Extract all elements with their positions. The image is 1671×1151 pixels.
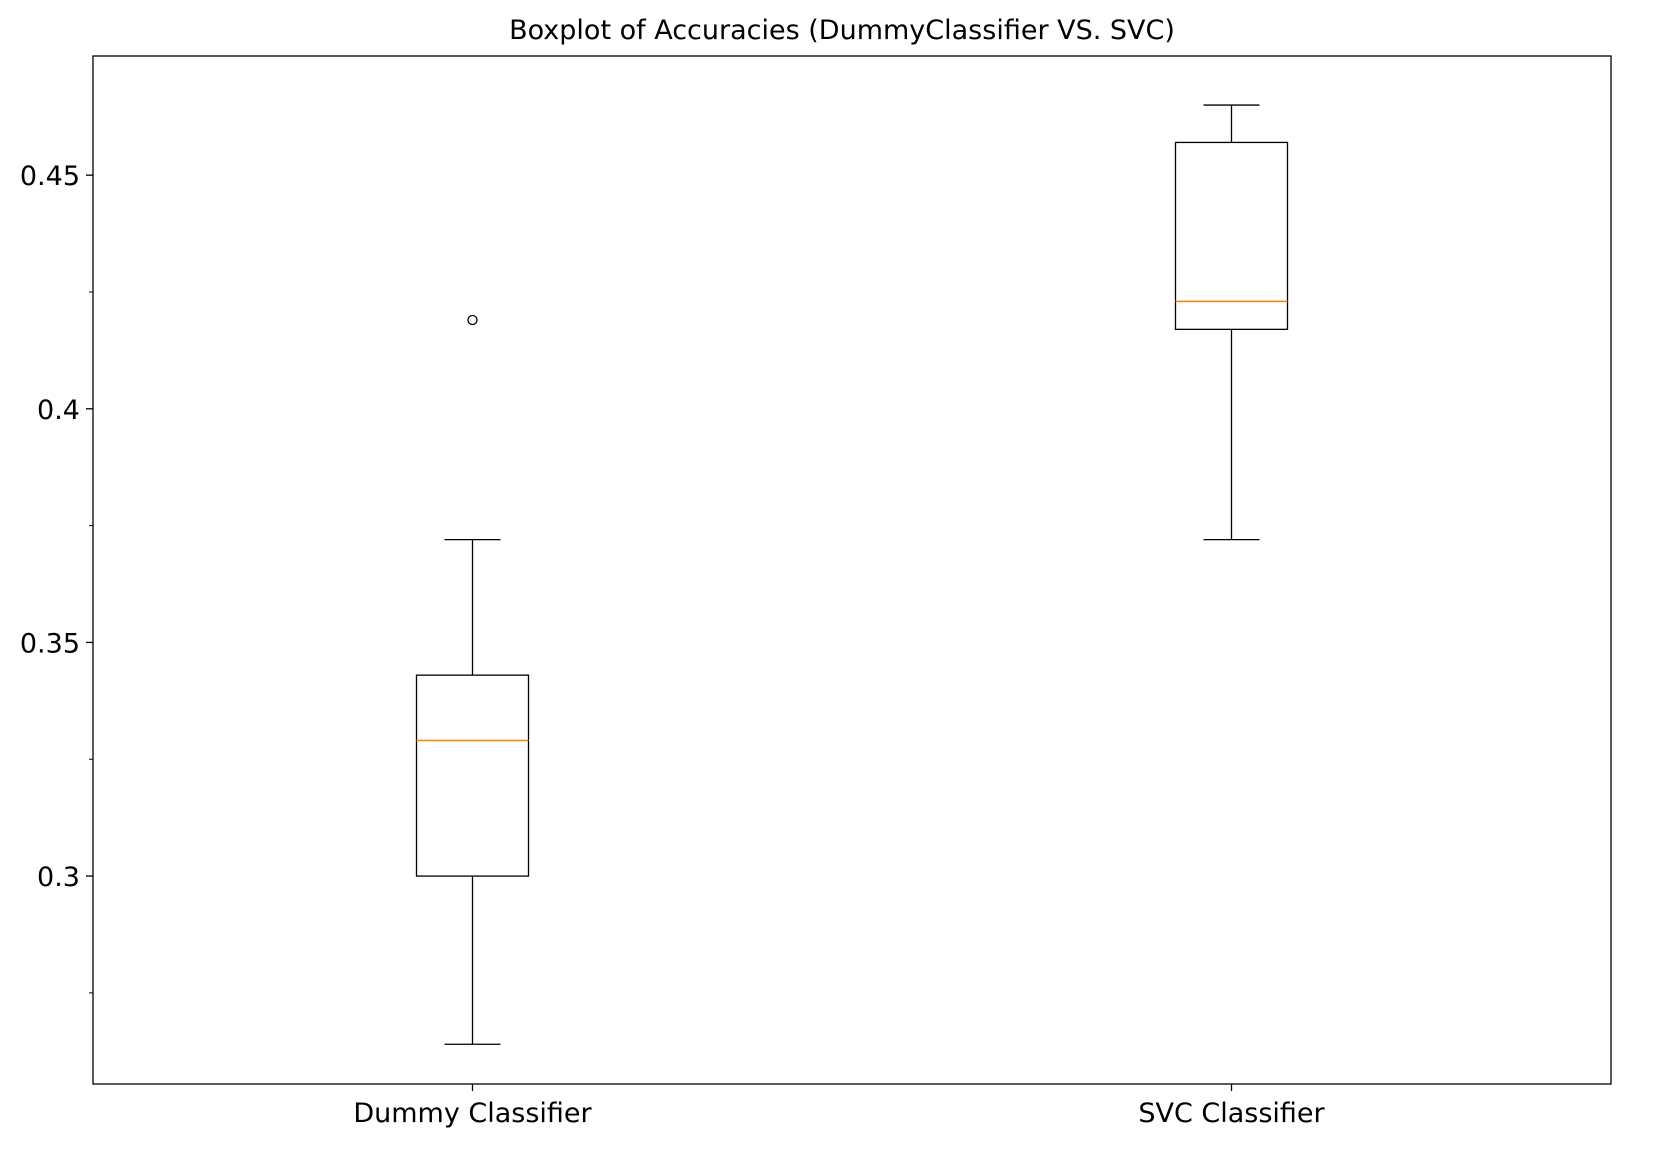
axes-frame [92,55,1612,1085]
y-tick-label: 0.35 [20,628,80,659]
x-tick-label: SVC Classifier [1138,1098,1325,1129]
plot-area: 0.3 0.35 0.4 0.45 Dummy Classifier SVC Classi… [20,104,1326,1129]
y-tick-label: 0.3 [37,862,80,893]
chart-title: Boxplot of Accuracies (DummyClassifier V… [509,15,1175,46]
box-iqr [415,674,530,877]
y-tick-label: 0.45 [20,161,80,192]
y-tick-label: 0.4 [37,395,80,426]
box-iqr [1174,141,1289,331]
outlier-point [467,314,478,326]
x-tick-label: Dummy Classifier [353,1098,592,1129]
